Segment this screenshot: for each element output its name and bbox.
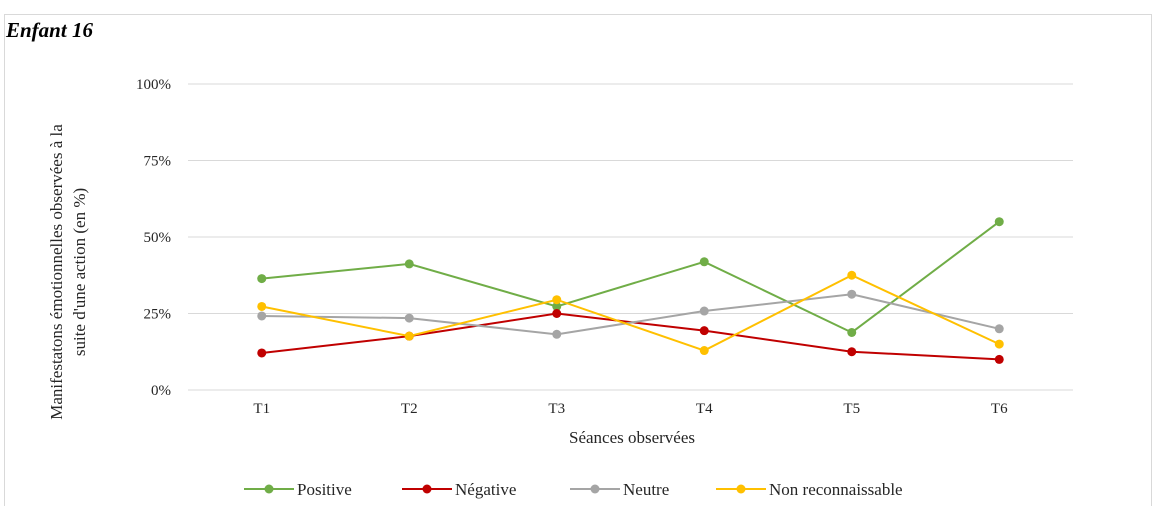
data-point <box>257 274 267 284</box>
legend-marker <box>422 484 432 494</box>
data-point <box>847 289 857 299</box>
legend-marker <box>736 484 746 494</box>
data-point <box>404 313 414 323</box>
data-point <box>552 295 562 305</box>
series-positive <box>257 217 1004 337</box>
legend-item: Non reconnaissable <box>716 480 903 499</box>
x-tick-label: T6 <box>991 401 1008 417</box>
data-point <box>847 347 857 357</box>
legend-item: Positive <box>244 480 352 499</box>
y-axis-title: Manifestatons émotionnelles observées à … <box>47 124 66 420</box>
legend-label: Neutre <box>623 480 669 499</box>
data-point <box>847 270 857 280</box>
series-line <box>261 274 1000 352</box>
data-point <box>257 311 267 321</box>
legend: Positive Négative Neutre Non reconnaissable <box>244 480 903 499</box>
data-point <box>404 331 414 341</box>
y-tick-label: 75% <box>144 154 172 170</box>
legend-item: Négative <box>402 480 516 499</box>
y-axis-ticks: 0% 25% 50% 75% 100% <box>136 77 171 399</box>
y-tick-label: 25% <box>144 307 172 323</box>
y-axis-title-line-1: Manifestatons émotionnelles observées à … <box>47 124 66 420</box>
data-point <box>699 306 709 316</box>
y-tick-label: 100% <box>136 77 171 93</box>
data-point <box>699 326 709 336</box>
data-point <box>994 354 1004 364</box>
y-tick-label: 50% <box>144 230 172 246</box>
data-point <box>552 309 562 318</box>
legend-label: Négative <box>455 480 516 499</box>
series-line <box>261 312 1000 361</box>
x-tick-label: T3 <box>548 401 565 417</box>
legend-label: Positive <box>297 480 352 499</box>
chart-heading: Enfant 16 <box>6 18 93 42</box>
x-tick-label: T1 <box>253 401 270 417</box>
x-tick-label: T4 <box>696 401 713 417</box>
data-point <box>699 257 709 267</box>
chart-frame <box>4 14 1152 506</box>
series-neutre <box>257 289 1004 339</box>
legend-marker <box>590 484 600 494</box>
series-non-reconnaissable <box>257 270 1004 356</box>
series-line <box>261 293 1000 336</box>
x-tick-label: T2 <box>401 401 418 417</box>
x-tick-label: T5 <box>843 401 860 417</box>
data-point <box>257 348 267 358</box>
y-tick-label: 0% <box>151 383 171 399</box>
gridlines <box>188 83 1073 391</box>
data-point <box>847 327 857 337</box>
data-point <box>994 339 1004 349</box>
x-axis-title: Séances observées <box>569 428 695 447</box>
series-group <box>257 217 1004 364</box>
legend-label: Non reconnaissable <box>769 480 903 499</box>
data-point <box>994 324 1004 334</box>
legend-item: Neutre <box>570 480 669 499</box>
data-point <box>994 217 1004 227</box>
y-axis-title-line-2: suite d'une action (en %) <box>70 188 89 356</box>
series-line <box>261 220 1000 334</box>
data-point <box>404 259 414 269</box>
data-point <box>552 301 562 311</box>
data-point <box>552 329 562 339</box>
y-axis-title-group: suite d'une action (en %) <box>70 188 89 356</box>
x-axis-ticks: T1 T2 T3 T4 T5 T6 <box>253 401 1008 417</box>
legend-marker <box>264 484 274 494</box>
data-point <box>257 301 267 311</box>
data-point <box>699 346 709 356</box>
